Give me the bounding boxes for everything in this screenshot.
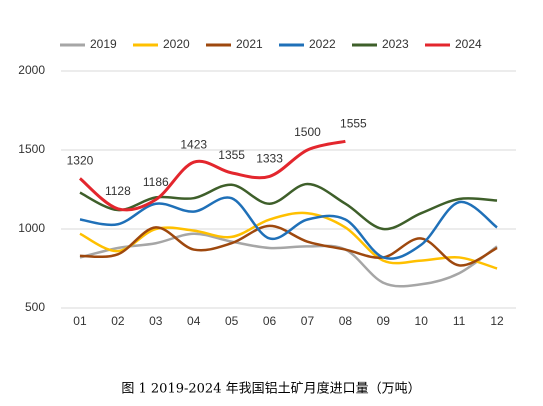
x-tick-label: 12 <box>490 314 504 328</box>
data-label: 1555 <box>340 116 367 130</box>
x-tick-label: 04 <box>187 314 201 328</box>
series-line <box>79 232 498 288</box>
data-label: 1500 <box>294 125 321 139</box>
x-tick-label: 08 <box>339 314 353 328</box>
data-label: 1186 <box>143 175 169 189</box>
x-tick-label: 03 <box>149 314 163 328</box>
series-line <box>79 211 498 270</box>
data-label: 1128 <box>105 184 131 198</box>
caption: 图 1 2019-2024 年我国铝土矿月度进口量（万吨） <box>121 381 420 397</box>
x-tick-label: 05 <box>225 314 239 328</box>
y-tick-label: 500 <box>25 300 45 314</box>
legend-label: 2020 <box>163 37 190 51</box>
data-label: 1320 <box>67 154 94 168</box>
legend-label: 2022 <box>309 37 336 51</box>
data-label: 1333 <box>256 152 283 166</box>
x-tick-label: 11 <box>453 314 466 328</box>
legend-label: 2019 <box>90 37 117 51</box>
data-label: 1423 <box>180 137 207 151</box>
x-tick-label: 06 <box>263 314 277 328</box>
x-tick-label: 10 <box>415 314 429 328</box>
series-line <box>79 182 498 231</box>
y-tick-label: 2000 <box>18 63 45 77</box>
series-line <box>79 196 498 260</box>
series-line <box>78 139 346 212</box>
legend-label: 2021 <box>236 37 263 51</box>
y-tick-label: 1000 <box>18 221 45 235</box>
y-tick-label: 1500 <box>18 142 45 156</box>
x-tick-label: 02 <box>111 314 125 328</box>
x-tick-label: 01 <box>73 314 87 328</box>
legend-label: 2024 <box>455 37 482 51</box>
legend-label: 2023 <box>382 37 409 51</box>
x-tick-label: 09 <box>377 314 391 328</box>
x-tick-label: 07 <box>301 314 315 328</box>
data-label: 1355 <box>218 148 245 162</box>
